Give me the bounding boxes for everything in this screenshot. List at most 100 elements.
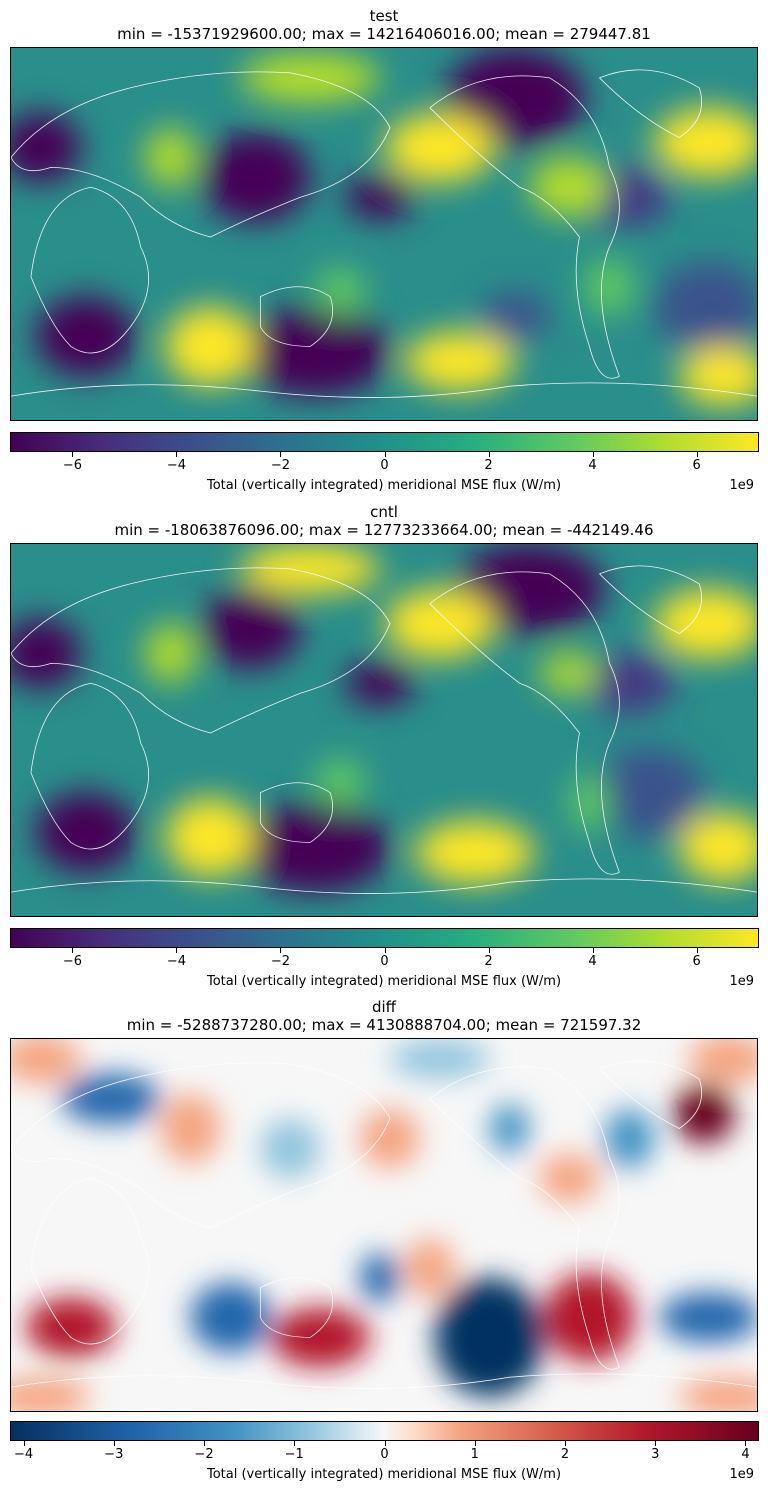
field-blob <box>654 261 757 352</box>
tick-mark <box>176 452 178 457</box>
plot-stats: min = -18063876096.00; max = 12773233664… <box>114 521 654 539</box>
field-blob <box>389 1039 490 1079</box>
field-blob <box>604 1108 655 1169</box>
field-blob <box>35 296 136 377</box>
tick-label: 4 <box>588 458 597 473</box>
tick-mark <box>176 948 178 953</box>
tick-mark <box>72 948 74 953</box>
colorbar-test <box>10 432 759 452</box>
field-blob <box>679 1377 757 1411</box>
tick-mark <box>474 1441 476 1446</box>
field-blob <box>345 661 415 706</box>
colorbar-label: Total (vertically integrated) meridional… <box>206 478 562 493</box>
tick-mark <box>384 1441 386 1446</box>
field-blob <box>11 112 81 183</box>
plot-title: diff <box>371 998 397 1016</box>
field-blob <box>489 1103 530 1154</box>
field-blob <box>160 1093 221 1164</box>
field-blob <box>659 1292 757 1343</box>
field-blob <box>434 1277 545 1398</box>
field-blob <box>11 1039 81 1084</box>
field-blob <box>529 157 610 218</box>
tick-label: 6 <box>692 954 701 969</box>
field-blob <box>11 618 81 689</box>
tick-mark <box>696 948 698 953</box>
field-blob <box>674 1083 735 1144</box>
tick-mark <box>280 948 282 953</box>
plot-title: test <box>369 7 399 25</box>
field-blob <box>270 1307 371 1368</box>
plot-stats: min = -15371929600.00; max = 14216406016… <box>117 25 651 43</box>
tick-mark <box>204 1441 206 1446</box>
field-blob <box>584 256 635 317</box>
tick-mark <box>488 948 490 953</box>
field-blob <box>165 797 256 878</box>
heatmap-field <box>11 48 757 420</box>
field-blob <box>240 544 381 594</box>
colorbar-ticks: −6 −4 −2 0 2 4 6 <box>10 948 759 969</box>
tick-label: 6 <box>692 458 701 473</box>
field-blob <box>145 623 196 684</box>
field-blob <box>539 1153 600 1204</box>
field-blob <box>240 52 381 103</box>
coastlines <box>11 565 757 894</box>
tick-label: −4 <box>166 458 187 473</box>
tick-mark <box>696 452 698 457</box>
field-blob <box>200 588 301 669</box>
panel-cntl: cntl min = -18063876096.00; max = 127732… <box>0 496 768 994</box>
colorbar-label: Total (vertically integrated) meridional… <box>206 1467 562 1482</box>
field-blob <box>165 306 256 387</box>
field-blob <box>584 653 675 714</box>
tick-label: 2 <box>484 458 493 473</box>
field-blob <box>384 112 495 183</box>
colorbar-cntl <box>10 928 759 948</box>
tick-label: −4 <box>166 954 187 969</box>
field-blob <box>260 1118 321 1179</box>
tick-label: 0 <box>380 1447 389 1462</box>
coastlines <box>11 1060 757 1389</box>
field-blob <box>145 127 196 188</box>
tick-label: −2 <box>194 1447 214 1462</box>
field-blob <box>360 1108 420 1169</box>
field-blob <box>454 544 605 634</box>
tick-label: −6 <box>62 458 82 473</box>
tick-label: −3 <box>104 1447 124 1462</box>
coastlines <box>11 69 757 398</box>
tick-label: 3 <box>651 1447 660 1462</box>
tick-label: 1 <box>470 1447 479 1462</box>
colorbar-label: Total (vertically integrated) meridional… <box>206 974 562 989</box>
field-blob <box>360 1252 400 1303</box>
tick-mark <box>592 948 594 953</box>
field-blob <box>190 1282 271 1353</box>
tick-label: 2 <box>560 1447 570 1462</box>
heatmap-field <box>11 544 757 916</box>
field-blob <box>679 812 757 883</box>
field-blob <box>404 331 515 392</box>
tick-mark <box>564 1441 566 1446</box>
field-blob <box>315 266 366 317</box>
field-blob <box>479 291 550 342</box>
panel-test: test min = -15371929600.00; max = 142164… <box>0 0 768 498</box>
tick-label: 4 <box>588 954 597 969</box>
field-blob <box>539 653 600 694</box>
tick-mark <box>384 948 386 953</box>
tick-label: −2 <box>270 954 291 969</box>
plot-stats: min = -5288737280.00; max = 4130888704.0… <box>126 1016 642 1034</box>
tick-mark <box>592 452 594 457</box>
map-plot-diff <box>10 1038 758 1412</box>
colorbar-exponent: 1e9 <box>729 478 754 493</box>
field-blob <box>414 820 535 885</box>
field-blob <box>444 48 585 148</box>
field-blob <box>569 772 610 833</box>
tick-label: 4 <box>741 1447 750 1462</box>
field-blob <box>315 757 366 808</box>
tick-mark <box>294 1441 296 1446</box>
colorbar-ticks: −4 −3 −2 −1 0 1 2 3 4 <box>10 1441 759 1462</box>
map-plot-test <box>10 47 758 421</box>
tick-label: −2 <box>270 458 291 473</box>
tick-mark <box>280 452 282 457</box>
field-blob <box>345 175 415 220</box>
plot-title: cntl <box>370 503 398 521</box>
field-blob <box>25 1297 116 1358</box>
colorbar-ticks: −6 −4 −2 0 2 4 6 <box>10 452 759 473</box>
